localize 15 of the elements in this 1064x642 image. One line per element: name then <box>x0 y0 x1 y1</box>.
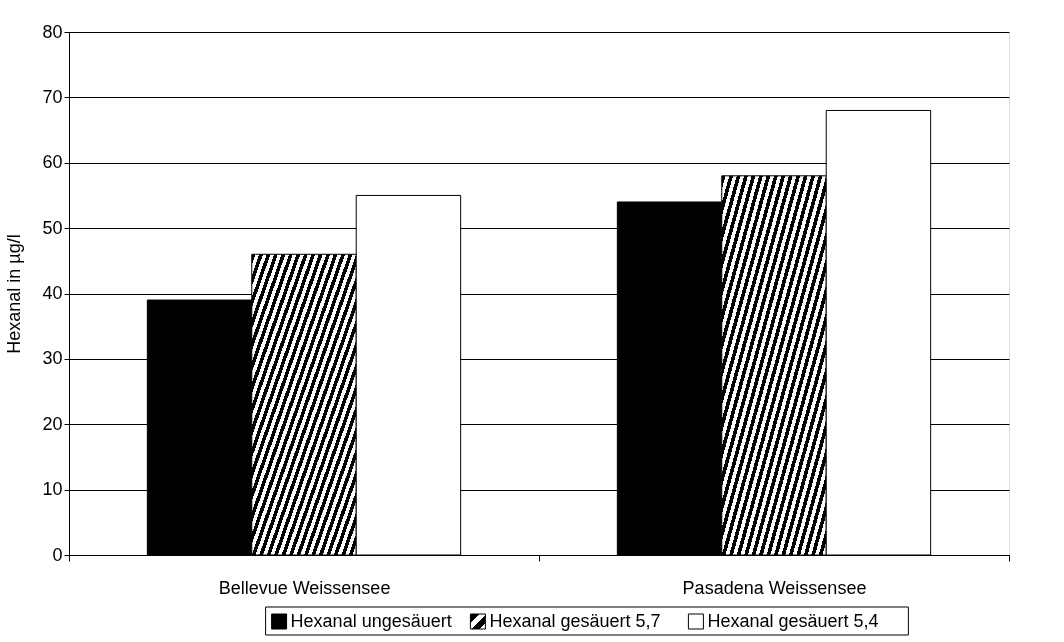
y-tick-label: 0 <box>52 544 63 565</box>
y-tick-label: 30 <box>42 348 63 369</box>
y-tick-label: 40 <box>42 283 63 303</box>
x-tick-label: Bellevue Weissensee <box>218 577 391 598</box>
legend-label: Hexanal gesäuert 5,4 <box>707 611 879 631</box>
y-tick-label: 60 <box>42 152 63 173</box>
y-tick-label: 70 <box>42 86 63 107</box>
y-axis-title: Hexanal in µg/l <box>4 234 25 354</box>
y-tick-label: 10 <box>42 479 63 500</box>
legend-label: Hexanal ungesäuert <box>290 611 452 631</box>
x-tick-label: Pasadena Weissensee <box>682 577 867 598</box>
y-tick-label: 80 <box>42 21 63 42</box>
y-tick-label: 20 <box>42 413 63 434</box>
y-tick-label: 50 <box>42 217 63 238</box>
legend-label: Hexanal gesäuert 5,7 <box>489 611 661 631</box>
